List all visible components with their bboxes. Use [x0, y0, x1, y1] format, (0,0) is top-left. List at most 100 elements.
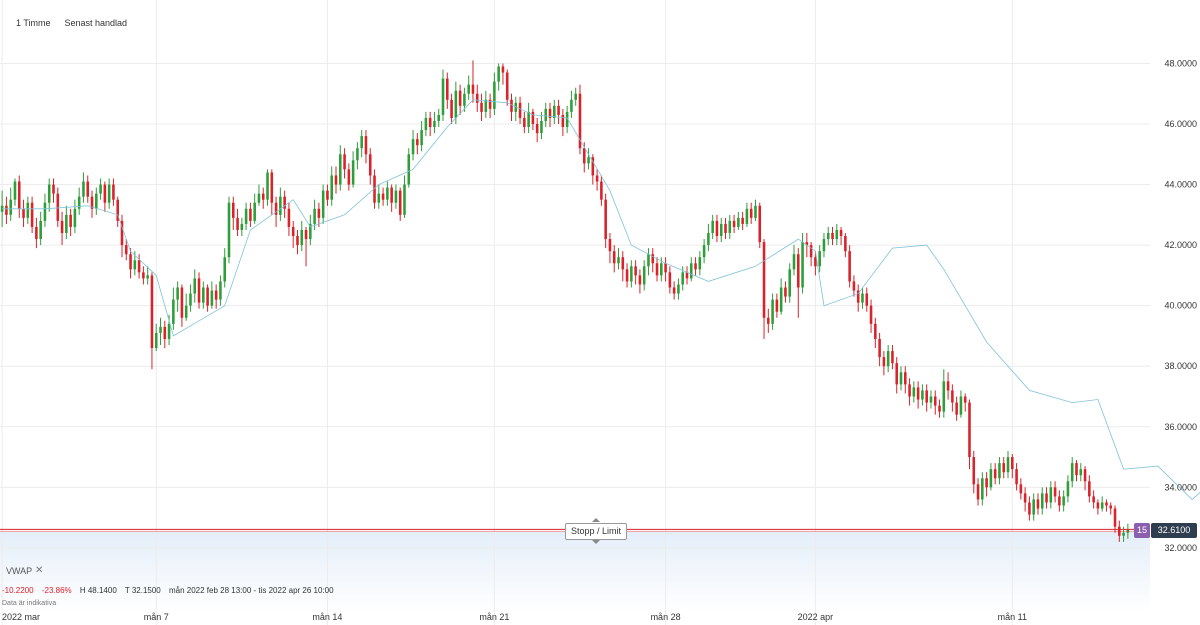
candle-body	[514, 102, 518, 112]
candle-body	[176, 287, 179, 300]
candle-body	[972, 457, 976, 485]
candle-body	[570, 99, 573, 112]
candle-body	[557, 105, 560, 115]
candle-body	[604, 199, 607, 240]
candle-body	[13, 181, 17, 200]
candle-body	[1109, 505, 1113, 509]
candle-body	[60, 220, 64, 233]
date-range: mån 2022 feb 28 13:00 - tis 2022 apr 26 …	[168, 586, 334, 595]
indicator-name[interactable]: VWAP	[6, 566, 33, 576]
x-tick-label: mån 28	[651, 612, 681, 622]
candle-body	[1049, 487, 1053, 503]
close-icon[interactable]: ✕	[35, 565, 44, 576]
price-type-selector[interactable]: Senast handlad	[64, 18, 128, 28]
y-tick-label: 40.0000	[1164, 301, 1197, 311]
chart-toolbar: 1 Timme Senast handlad	[16, 18, 127, 28]
candle-body	[938, 405, 941, 412]
candle-body	[343, 154, 346, 170]
candle-body	[317, 208, 321, 218]
candle-body	[758, 205, 762, 243]
candle-body	[1075, 463, 1078, 476]
candle-body	[578, 93, 582, 149]
candle-body	[65, 214, 68, 233]
candle-body	[886, 351, 890, 367]
candle-body	[497, 66, 500, 82]
stop-limit-button[interactable]: Stopp / Limit	[565, 523, 627, 540]
interval-selector[interactable]: 1 Timme	[16, 18, 51, 28]
candle-body	[420, 130, 423, 146]
candle-body	[501, 66, 505, 73]
candle-body	[86, 181, 90, 197]
candle-body	[475, 93, 479, 103]
candle-body	[698, 257, 702, 270]
candle-body	[223, 257, 226, 282]
candle-body	[73, 208, 77, 227]
candle-body	[300, 229, 304, 246]
candle-body	[467, 84, 470, 94]
candle-body	[1092, 496, 1095, 503]
candle-body	[321, 190, 325, 218]
candle-body	[505, 72, 509, 100]
candle-body	[553, 105, 556, 118]
candle-body	[933, 396, 937, 406]
candle-body	[368, 154, 372, 176]
candles	[0, 60, 1130, 542]
candle-body	[788, 269, 791, 297]
candle-body	[1011, 457, 1014, 470]
candle-body	[193, 278, 197, 294]
candle-body	[638, 275, 642, 285]
candle-body	[925, 390, 928, 403]
candle-body	[826, 233, 830, 240]
candle-body	[373, 175, 376, 203]
candle-body	[942, 381, 946, 412]
candle-body	[296, 236, 299, 246]
x-tick-label: 2022 mar	[2, 612, 40, 622]
candle-body	[304, 229, 308, 240]
candle-body	[124, 245, 128, 255]
candle-body	[775, 299, 779, 312]
candle-body	[561, 114, 565, 128]
candle-body	[493, 81, 496, 109]
candle-body	[531, 111, 535, 124]
candle-body	[617, 257, 620, 264]
x-tick-label: mån 14	[312, 612, 342, 622]
candle-body	[82, 181, 85, 197]
candle-body	[951, 390, 954, 403]
candle-body	[527, 111, 530, 128]
candle-body	[1053, 487, 1057, 497]
candle-body	[831, 233, 834, 240]
candle-body	[1019, 484, 1023, 494]
candle-body	[728, 220, 732, 233]
candle-body	[270, 172, 274, 203]
candle-body	[1113, 508, 1117, 527]
candle-body	[882, 357, 886, 367]
y-tick-label: 42.0000	[1164, 240, 1197, 250]
candle-body	[1066, 481, 1070, 497]
candle-body	[749, 208, 753, 218]
candle-body	[22, 208, 25, 218]
candle-body	[642, 266, 646, 285]
candle-body	[630, 266, 633, 282]
candle-body	[981, 478, 984, 500]
candle-body	[1045, 493, 1048, 503]
candle-body	[655, 263, 659, 276]
candle-body	[1040, 493, 1044, 509]
candle-body	[137, 260, 141, 273]
candle-body	[249, 208, 252, 221]
candle-body	[446, 78, 449, 100]
candle-body	[985, 478, 988, 488]
candle-body	[1058, 496, 1061, 506]
candle-body	[129, 254, 132, 270]
candle-body	[1023, 493, 1027, 503]
indicative-note: Data är indikativa	[2, 600, 57, 607]
candle-body	[458, 90, 462, 106]
y-tick-label: 32.0000	[1164, 543, 1197, 553]
candle-body	[582, 148, 586, 164]
candle-body	[347, 169, 351, 185]
candle-body	[197, 278, 201, 303]
candle-body	[279, 196, 282, 215]
candle-body	[1079, 469, 1083, 476]
candle-body	[1083, 469, 1087, 482]
